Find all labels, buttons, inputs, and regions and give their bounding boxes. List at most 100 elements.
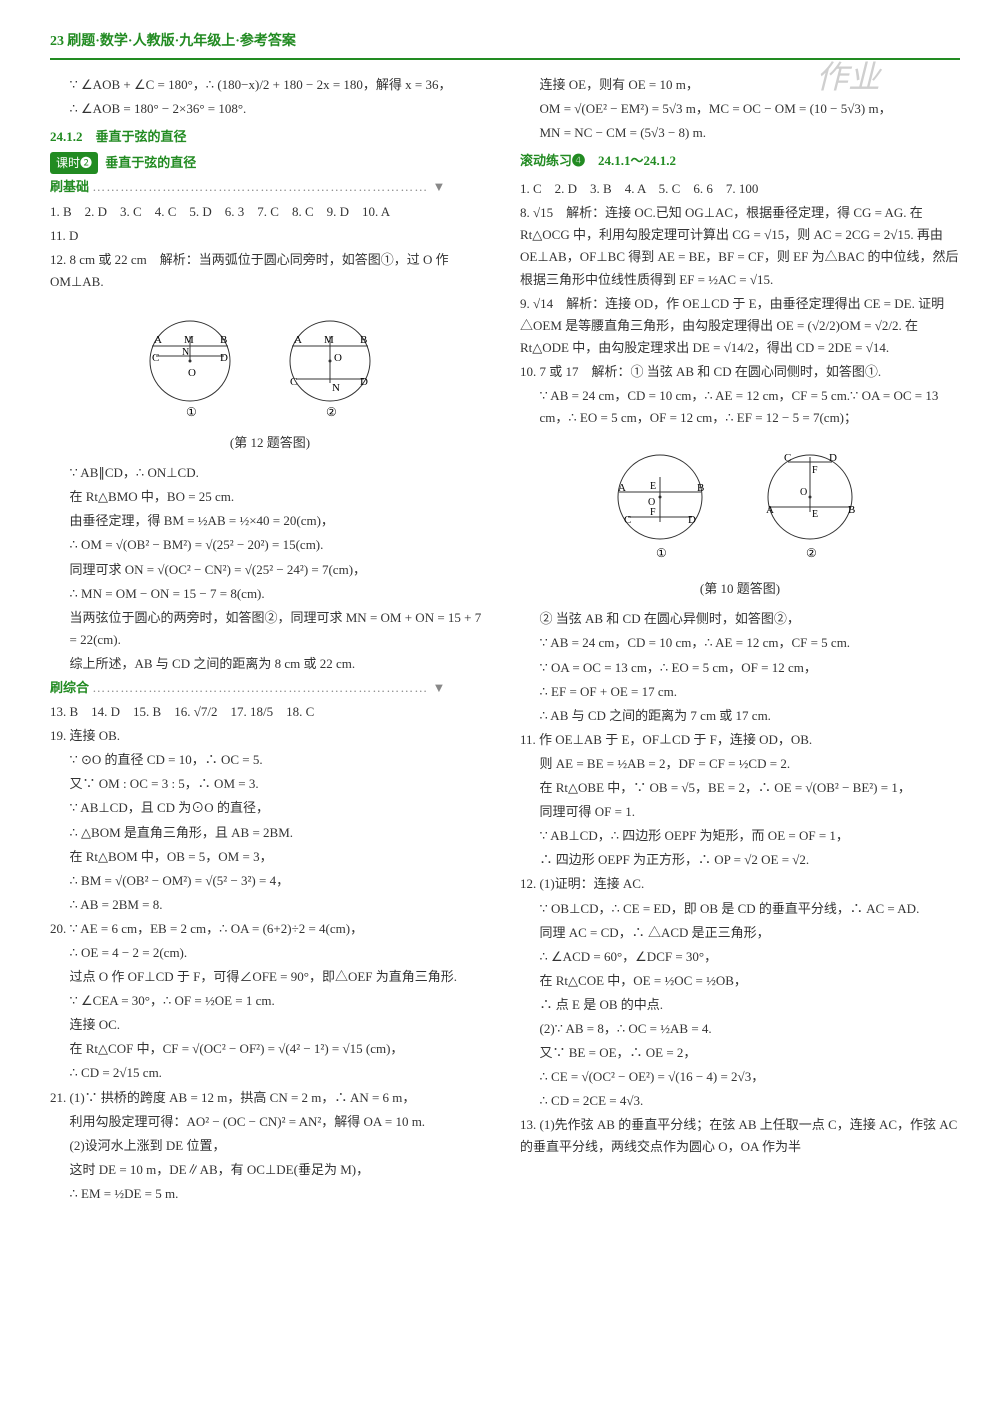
svg-text:E: E: [650, 481, 656, 492]
q9: 9. √14 解析：连接 OD，作 OE⊥CD 于 E，由垂径定理得出 CE =…: [520, 293, 960, 359]
q12-line: 当两弦位于圆心的两旁时，如答图②，同理可求 MN = OM + ON = 15 …: [50, 607, 490, 651]
q20-line: 过点 O 作 OF⊥CD 于 F，可得∠OFE = 90°，即△OEF 为直角三…: [50, 966, 490, 988]
svg-text:C: C: [624, 514, 631, 526]
q12-line: 在 Rt△BMO 中，BO = 25 cm.: [50, 486, 490, 508]
q10-line: ∵ OA = OC = 13 cm，∴ EO = 5 cm，OF = 12 cm…: [520, 657, 960, 679]
q8: 8. √15 解析：连接 OC.已知 OG⊥AC，根据垂径定理，得 CG = A…: [520, 202, 960, 290]
q10-line: ∵ AB = 24 cm，CD = 10 cm，∴ AE = 12 cm，CF …: [520, 385, 960, 429]
svg-text:B: B: [697, 482, 704, 494]
svg-text:②: ②: [806, 546, 817, 560]
page: 作业 23 刷题·数学·人教版·九年级上·参考答案 ∵ ∠AOB + ∠C = …: [0, 0, 1000, 1408]
q20-line: ∴ CD = 2√15 cm.: [50, 1062, 490, 1084]
svg-text:E: E: [812, 509, 818, 520]
q20-line: 在 Rt△COF 中，CF = √(OC² − OF²) = √(4² − 1²…: [50, 1038, 490, 1060]
subsection-row: 课时❷ 垂直于弦的直径: [50, 152, 490, 174]
q10-line: ∴ EF = OF + OE = 17 cm.: [520, 681, 960, 703]
q12-line: 同理 AC = CD，∴ △ACD 是正三角形，: [520, 922, 960, 944]
q21-line: 这时 DE = 10 m，DE∥AB，有 OC⊥DE(垂足为 M)，: [50, 1159, 490, 1181]
q19-line: ∵ ⊙O 的直径 CD = 10，∴ OC = 5.: [50, 749, 490, 771]
q10-head: 10. 7 或 17 解析：① 当弦 AB 和 CD 在圆心同侧时，如答图①.: [520, 361, 960, 383]
svg-text:B: B: [220, 334, 227, 346]
q11-line: ∵ AB⊥CD，∴ 四边形 OEPF 为矩形，而 OE = OF = 1，: [520, 825, 960, 847]
left-column: ∵ ∠AOB + ∠C = 180°，∴ (180−x)/2 + 180 − 2…: [50, 72, 490, 1207]
keshi-badge: 课时❷: [50, 152, 98, 174]
q19-head: 19. 连接 OB.: [50, 725, 490, 747]
right-column: 连接 OE，则有 OE = 10 m， OM = √(OE² − EM²) = …: [520, 72, 960, 1207]
svg-text:M: M: [184, 334, 194, 346]
q19-line: 在 Rt△BOM 中，OB = 5，OM = 3，: [50, 846, 490, 868]
q20-line: ∵ ∠CEA = 30°，∴ OF = ½OE = 1 cm.: [50, 990, 490, 1012]
q12-line: ∴ CD = 2CE = 4√3.: [520, 1090, 960, 1112]
svg-text:F: F: [812, 465, 818, 476]
q12-line: 在 Rt△COE 中，OE = ½OC = ½OB，: [520, 970, 960, 992]
q12-line: 同理可求 ON = √(OC² − CN²) = √(25² − 24²) = …: [50, 559, 490, 581]
svg-text:D: D: [360, 376, 368, 388]
q21-line: (2)设河水上涨到 DE 位置，: [50, 1135, 490, 1157]
svg-text:A: A: [766, 504, 774, 516]
q12-line: (2)∵ AB = 8，∴ OC = ½AB = 4.: [520, 1018, 960, 1040]
q12-line: ∴ 点 E 是 OB 的中点.: [520, 994, 960, 1016]
q12-line: ∵ AB∥CD，∴ ON⊥CD.: [50, 462, 490, 484]
fig12-caption: (第 12 题答图): [50, 432, 490, 454]
svg-text:C: C: [784, 452, 791, 464]
q19-line: ∴ AB = 2BM = 8.: [50, 894, 490, 916]
q12-head: 12. 8 cm 或 22 cm 解析：当两弧位于圆心同旁时，如答图①，过 O …: [50, 249, 490, 293]
svg-text:O: O: [800, 487, 807, 498]
q13: 13. (1)先作弦 AB 的垂直平分线；在弦 AB 上任取一点 C，连接 AC…: [520, 1114, 960, 1158]
q20-line: 20. ∵ AE = 6 cm，EB = 2 cm，∴ OA = (6+2)÷2…: [50, 918, 490, 940]
q10-line: ② 当弦 AB 和 CD 在圆心异侧时，如答图②，: [520, 608, 960, 630]
content-columns: ∵ ∠AOB + ∠C = 180°，∴ (180−x)/2 + 180 − 2…: [50, 72, 960, 1207]
q11-line: 同理可得 OF = 1.: [520, 801, 960, 823]
svg-text:A: A: [154, 334, 162, 346]
shuajichu-label: 刷基础: [50, 179, 89, 194]
svg-text:N: N: [332, 382, 340, 394]
q19-line: ∴ △BOM 是直角三角形，且 AB = 2BM.: [50, 822, 490, 844]
q20-line: ∴ OE = 4 − 2 = 2(cm).: [50, 942, 490, 964]
page-title: 刷题·数学·人教版·九年级上·参考答案: [67, 34, 296, 49]
svg-text:F: F: [650, 507, 656, 518]
svg-text:D: D: [688, 514, 696, 526]
r-line: 连接 OE，则有 OE = 10 m，: [520, 74, 960, 96]
r-line: OM = √(OE² − EM²) = 5√3 m，MC = OC − OM =…: [520, 98, 960, 120]
q11-line: ∴ 四边形 OEPF 为正方形，∴ OP = √2 OE = √2.: [520, 849, 960, 871]
svg-text:D: D: [829, 452, 837, 464]
q20-line: 连接 OC.: [50, 1014, 490, 1036]
figure-12: A M B C N D O ① A M B O: [50, 301, 490, 454]
q19-line: ∴ BM = √(OB² − OM²) = √(5² − 3²) = 4，: [50, 870, 490, 892]
svg-text:A: A: [294, 334, 302, 346]
q11-line: 则 AE = BE = ½AB = 2，DF = CF = ½CD = 2.: [520, 753, 960, 775]
shuazonghe-label: 刷综合: [50, 680, 89, 695]
q12-line: ∴ MN = OM − ON = 15 − 7 = 8(cm).: [50, 583, 490, 605]
keshi-title: 垂直于弦的直径: [105, 155, 196, 170]
q21-line: 21. (1)∵ 拱桥的跨度 AB = 12 m，拱高 CN = 2 m，∴ A…: [50, 1087, 490, 1109]
page-number: 23: [50, 34, 64, 49]
answer-line: 1. B 2. D 3. C 4. C 5. D 6. 3 7. C 8. C …: [50, 201, 490, 223]
q21-line: ∴ EM = ½DE = 5 m.: [50, 1183, 490, 1205]
svg-text:D: D: [220, 352, 228, 364]
answer-line: 11. D: [50, 225, 490, 247]
r-line: MN = NC − CM = (5√3 − 8) m.: [520, 122, 960, 144]
q11-line: 在 Rt△OBE 中，∵ OB = √5，BE = 2，∴ OE = √(OB²…: [520, 777, 960, 799]
q11-head: 11. 作 OE⊥AB 于 E，OF⊥CD 于 F，连接 OD，OB.: [520, 729, 960, 751]
q12-line: ∴ ∠ACD = 60°，∠DCF = 30°，: [520, 946, 960, 968]
q12-head: 12. (1)证明：连接 AC.: [520, 873, 960, 895]
dots: ……………………………………………………………… ▼: [92, 179, 446, 194]
svg-text:C: C: [290, 376, 297, 388]
q10-line: ∴ AB 与 CD 之间的距离为 7 cm 或 17 cm.: [520, 705, 960, 727]
answer-line: 13. B 14. D 15. B 16. √7/2 17. 18/5 18. …: [50, 701, 490, 723]
dots: ……………………………………………………………… ▼: [92, 680, 446, 695]
svg-text:②: ②: [326, 405, 337, 419]
svg-text:C: C: [152, 352, 159, 364]
q12-line: ∴ OM = √(OB² − BM²) = √(25² − 20²) = 15(…: [50, 534, 490, 556]
q21-line: 利用勾股定理可得：AO² − (OC − CN)² = AN²，解得 OA = …: [50, 1111, 490, 1133]
q12-line: ∵ OB⊥CD，∴ CE = ED，即 OB 是 CD 的垂直平分线，∴ AC …: [520, 898, 960, 920]
svg-text:O: O: [188, 367, 196, 379]
q10-line: ∵ AB = 24 cm，CD = 10 cm，∴ AE = 12 cm，CF …: [520, 632, 960, 654]
q12-line: 由垂径定理，得 BM = ½AB = ½×40 = 20(cm)，: [50, 510, 490, 532]
svg-text:M: M: [324, 334, 334, 346]
q12-line: 又∵ BE = OE，∴ OE = 2，: [520, 1042, 960, 1064]
fig12-svg: A M B C N D O ① A M B O: [120, 301, 420, 421]
page-header: 23 刷题·数学·人教版·九年级上·参考答案: [50, 30, 960, 60]
gundong-title: 滚动练习❹ 24.1.1～24.1.2: [520, 150, 960, 172]
svg-text:O: O: [334, 352, 342, 364]
